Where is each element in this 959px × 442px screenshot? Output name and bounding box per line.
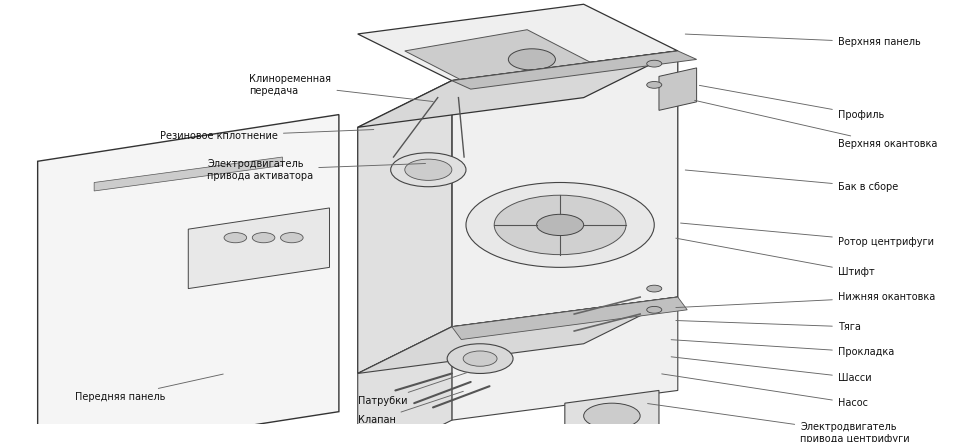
Polygon shape: [405, 30, 593, 85]
Polygon shape: [358, 80, 452, 373]
Circle shape: [466, 183, 654, 267]
Text: Профиль: Профиль: [699, 85, 884, 120]
Text: Верхняя окантовка: Верхняя окантовка: [694, 100, 937, 149]
Text: Штифт: Штифт: [676, 238, 875, 277]
Circle shape: [224, 232, 246, 243]
Text: Клиноременная
передача: Клиноременная передача: [249, 74, 433, 102]
Text: Электродвигатель
привода центрифуги: Электродвигатель привода центрифуги: [647, 404, 910, 442]
Polygon shape: [452, 51, 696, 89]
Circle shape: [646, 81, 662, 88]
Text: Патрубки: Патрубки: [358, 372, 468, 406]
Circle shape: [494, 195, 626, 255]
Polygon shape: [565, 390, 659, 442]
Text: Ротор центрифуги: Ротор центрифуги: [681, 223, 934, 247]
Text: Насос: Насос: [662, 374, 868, 408]
Text: Клапан: Клапан: [358, 391, 463, 425]
Text: Нижняя окантовка: Нижняя окантовка: [676, 292, 935, 308]
Polygon shape: [358, 4, 678, 80]
Text: Резиновое кплотнение: Резиновое кплотнение: [160, 130, 374, 141]
Text: Тяга: Тяга: [676, 320, 861, 332]
Text: Шасси: Шасси: [671, 357, 872, 383]
Circle shape: [405, 159, 452, 180]
Polygon shape: [358, 327, 452, 442]
Text: Бак в сборе: Бак в сборе: [686, 170, 898, 192]
Polygon shape: [94, 157, 282, 191]
Polygon shape: [659, 68, 696, 110]
Polygon shape: [37, 114, 339, 442]
Text: Прокладка: Прокладка: [671, 340, 894, 357]
Text: Электродвигатель
привода активатора: Электродвигатель привода активатора: [207, 159, 426, 181]
Circle shape: [508, 49, 555, 70]
Circle shape: [646, 285, 662, 292]
Polygon shape: [188, 208, 330, 289]
Polygon shape: [358, 51, 678, 127]
Circle shape: [463, 351, 497, 366]
Circle shape: [646, 306, 662, 313]
Polygon shape: [452, 297, 678, 420]
Circle shape: [537, 214, 584, 236]
Circle shape: [447, 344, 513, 373]
Polygon shape: [358, 297, 678, 373]
Polygon shape: [452, 297, 688, 339]
Circle shape: [584, 403, 641, 429]
Circle shape: [252, 232, 275, 243]
Text: Передняя панель: Передняя панель: [76, 374, 223, 402]
Polygon shape: [452, 51, 678, 327]
Text: Верхняя панель: Верхняя панель: [686, 34, 921, 47]
Circle shape: [646, 60, 662, 67]
Circle shape: [390, 153, 466, 187]
Circle shape: [281, 232, 303, 243]
